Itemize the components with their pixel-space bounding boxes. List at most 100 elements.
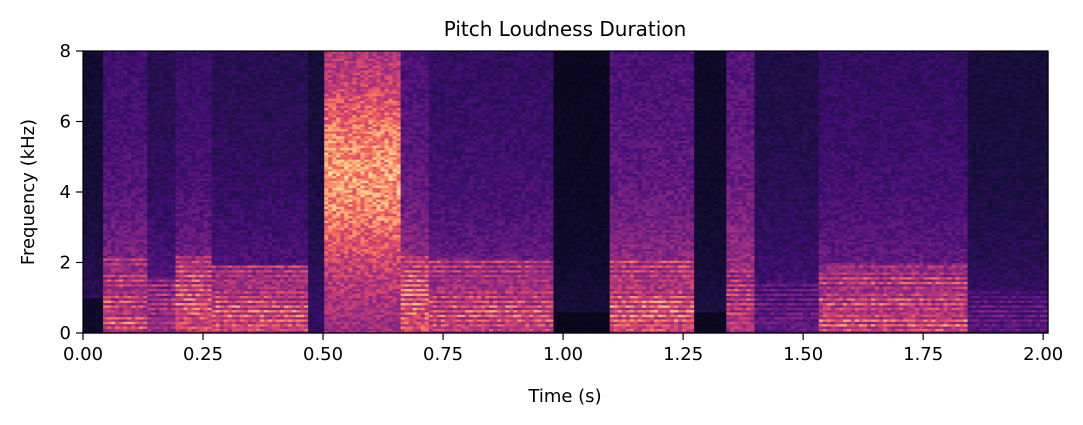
heatmap-cell: [151, 69, 156, 73]
heatmap-cell: [159, 264, 165, 268]
heatmap-cell: [171, 220, 177, 224]
heatmap-cell: [107, 72, 112, 76]
heatmap-cell: [179, 58, 185, 61]
heatmap-cell: [127, 257, 132, 261]
heatmap-cell: [167, 163, 173, 167]
heatmap-cell: [167, 330, 173, 334]
heatmap-cell: [83, 114, 88, 118]
heatmap-cell: [91, 220, 96, 224]
heatmap-cell: [179, 168, 185, 172]
heatmap-cell: [111, 184, 116, 188]
heatmap-cell: [127, 83, 132, 87]
heatmap-cell: [159, 168, 165, 172]
heatmap-cell: [171, 323, 177, 327]
heatmap-cell: [103, 83, 108, 87]
heatmap-cell: [127, 126, 132, 130]
heatmap-cell: [131, 119, 136, 123]
heatmap-cell: [163, 330, 169, 334]
heatmap-cell: [147, 137, 152, 141]
heatmap-cell: [107, 166, 112, 170]
heatmap-cell: [139, 88, 144, 92]
heatmap-cell: [159, 278, 165, 282]
heatmap-cell: [175, 203, 181, 207]
heatmap-cell: [127, 271, 132, 275]
heatmap-cell: [155, 175, 160, 179]
heatmap-cell: [151, 53, 156, 57]
heatmap-cell: [83, 269, 88, 273]
heatmap-cell: [151, 173, 156, 177]
heatmap-cell: [115, 62, 120, 66]
heatmap-cell: [83, 248, 88, 252]
heatmap-cell: [139, 257, 144, 261]
heatmap-cell: [159, 243, 165, 247]
heatmap-cell: [179, 137, 185, 141]
heatmap-cell: [159, 201, 165, 205]
heatmap-cell: [155, 288, 160, 292]
heatmap-cell: [135, 196, 140, 200]
heatmap-cell: [83, 307, 88, 311]
heatmap-cell: [95, 239, 100, 242]
heatmap-cell: [151, 163, 156, 167]
heatmap-cell: [159, 210, 165, 214]
heatmap-cell: [167, 206, 173, 210]
heatmap-cell: [135, 243, 140, 247]
heatmap-cell: [139, 74, 144, 78]
heatmap-cell: [111, 217, 116, 221]
heatmap-cell: [155, 267, 160, 271]
heatmap-cell: [151, 297, 156, 301]
heatmap-cell: [183, 217, 189, 221]
heatmap-cell: [159, 307, 165, 311]
heatmap-cell: [183, 260, 189, 264]
heatmap-cell: [103, 295, 108, 299]
heatmap-cell: [159, 116, 165, 120]
heatmap-cell: [83, 199, 88, 202]
heatmap-cell: [103, 126, 108, 130]
heatmap-cell: [179, 269, 185, 273]
heatmap-cell: [135, 112, 140, 116]
heatmap-cell: [167, 239, 173, 242]
heatmap-cell: [171, 224, 177, 228]
heatmap-cell: [159, 105, 165, 108]
heatmap-cell: [99, 206, 104, 210]
heatmap-cell: [111, 166, 116, 170]
heatmap-cell: [159, 173, 165, 177]
heatmap-cell: [131, 307, 136, 311]
heatmap-cell: [163, 210, 169, 214]
heatmap-cell: [139, 274, 144, 278]
heatmap-cell: [147, 98, 152, 101]
heatmap-cell: [131, 220, 136, 224]
heatmap-cell: [103, 330, 108, 334]
heatmap-cell: [135, 295, 140, 299]
heatmap-cell: [143, 239, 148, 242]
heatmap-cell: [95, 58, 100, 61]
heatmap-cell: [135, 67, 140, 71]
heatmap-cell: [127, 159, 132, 163]
heatmap-cell: [159, 246, 165, 249]
heatmap-cell: [99, 53, 104, 57]
heatmap-cell: [155, 300, 160, 304]
heatmap-cell: [115, 297, 120, 301]
heatmap-cell: [151, 145, 156, 148]
heatmap-cell: [147, 102, 152, 106]
heatmap-cell: [179, 184, 185, 188]
heatmap-cell: [139, 81, 144, 85]
heatmap-cell: [127, 67, 132, 71]
heatmap-cell: [131, 248, 136, 252]
heatmap-cell: [87, 159, 92, 163]
heatmap-cell: [95, 184, 100, 188]
heatmap-cell: [95, 145, 100, 148]
heatmap-cell: [119, 93, 124, 97]
heatmap-cell: [127, 288, 132, 292]
heatmap-cell: [179, 236, 185, 240]
heatmap-cell: [171, 239, 177, 242]
heatmap-cell: [115, 170, 120, 174]
heatmap-cell: [163, 264, 169, 268]
heatmap-cell: [99, 290, 104, 294]
heatmap-cell: [115, 83, 120, 87]
heatmap-cell: [91, 121, 96, 125]
heatmap-cell: [103, 208, 108, 212]
heatmap-cell: [99, 208, 104, 212]
heatmap-cell: [155, 95, 160, 99]
heatmap-cell: [99, 74, 104, 78]
heatmap-cell: [95, 260, 100, 264]
